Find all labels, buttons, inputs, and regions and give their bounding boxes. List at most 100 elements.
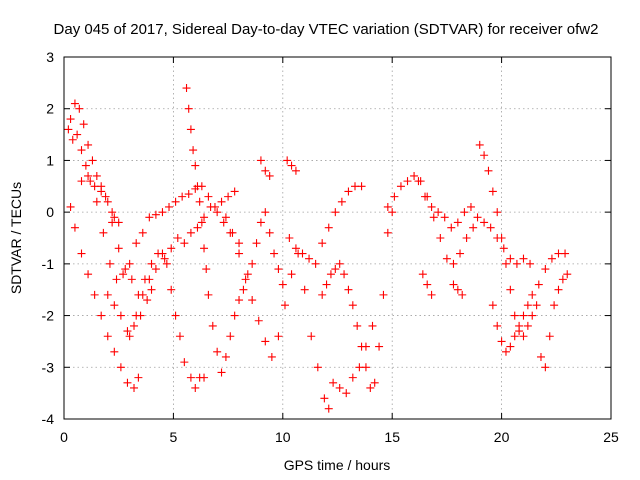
- data-point: [484, 166, 493, 175]
- data-point: [145, 213, 154, 222]
- data-point: [110, 213, 119, 222]
- data-point: [167, 285, 176, 294]
- data-point: [329, 378, 338, 387]
- data-point: [101, 192, 110, 201]
- data-point: [84, 270, 93, 279]
- data-point: [160, 254, 169, 263]
- x-tick-label: 15: [384, 429, 400, 445]
- data-point: [134, 373, 143, 382]
- data-point: [366, 383, 375, 392]
- data-point: [254, 316, 263, 325]
- data-point: [357, 182, 366, 191]
- data-point: [523, 301, 532, 310]
- data-point: [466, 202, 475, 211]
- data-point: [361, 342, 370, 351]
- data-point: [206, 202, 215, 211]
- data-point: [130, 383, 139, 392]
- x-tick-label: 20: [494, 429, 510, 445]
- data-point: [541, 265, 550, 274]
- series-sat-d: [77, 171, 123, 227]
- data-point: [151, 265, 160, 274]
- data-point: [112, 275, 121, 284]
- data-point: [186, 228, 195, 237]
- data-point: [110, 301, 119, 310]
- data-point: [256, 218, 265, 227]
- data-point: [278, 280, 287, 289]
- data-point: [497, 337, 506, 346]
- data-point: [204, 290, 213, 299]
- data-point: [239, 285, 248, 294]
- data-point: [313, 363, 322, 372]
- data-point: [526, 259, 535, 268]
- data-point: [379, 290, 388, 299]
- series-sat-j: [283, 156, 300, 175]
- data-point: [248, 259, 257, 268]
- data-point: [510, 332, 519, 341]
- series-sat-b: [66, 202, 143, 392]
- series-sat-s: [488, 249, 570, 356]
- y-tick-label: 0: [46, 204, 54, 220]
- data-point: [158, 249, 167, 258]
- data-point: [132, 239, 141, 248]
- data-point: [125, 259, 134, 268]
- data-point: [195, 197, 204, 206]
- data-point: [375, 342, 384, 351]
- data-point: [123, 327, 132, 336]
- data-point: [213, 347, 222, 356]
- data-point: [151, 210, 160, 219]
- data-point: [274, 332, 283, 341]
- data-point: [528, 290, 537, 299]
- data-point: [270, 249, 279, 258]
- data-point: [335, 383, 344, 392]
- data-point: [447, 223, 456, 232]
- data-point: [442, 254, 451, 263]
- data-point: [127, 275, 136, 284]
- data-point: [429, 213, 438, 222]
- data-point: [114, 218, 123, 227]
- series-sat-r: [475, 140, 541, 341]
- data-point: [326, 270, 335, 279]
- data-point: [221, 213, 230, 222]
- data-point: [434, 208, 443, 217]
- data-point: [138, 290, 147, 299]
- data-point: [116, 311, 125, 320]
- data-point: [184, 104, 193, 113]
- data-point: [287, 161, 296, 170]
- data-point: [70, 223, 79, 232]
- data-point: [66, 115, 75, 124]
- data-point: [197, 218, 206, 227]
- data-point: [523, 321, 532, 330]
- data-point: [97, 187, 106, 196]
- data-point: [414, 177, 423, 186]
- data-point: [473, 213, 482, 222]
- data-point: [390, 192, 399, 201]
- data-point: [274, 265, 283, 274]
- data-point: [110, 347, 119, 356]
- data-point: [355, 363, 364, 372]
- series-sat-c: [66, 99, 244, 299]
- data-point: [123, 378, 132, 387]
- data-point: [370, 378, 379, 387]
- data-point: [427, 202, 436, 211]
- data-point: [92, 197, 101, 206]
- data-point: [167, 244, 176, 253]
- data-point: [410, 171, 419, 180]
- series-sat-g: [182, 84, 287, 377]
- data-point: [103, 332, 112, 341]
- data-point: [77, 177, 86, 186]
- data-point: [348, 373, 357, 382]
- data-point: [541, 363, 550, 372]
- data-point: [64, 125, 73, 134]
- data-point: [200, 373, 209, 382]
- data-point: [230, 311, 239, 320]
- data-point: [291, 244, 300, 253]
- series-sat-p: [418, 270, 436, 299]
- data-point: [184, 190, 193, 199]
- data-point: [261, 166, 270, 175]
- data-point: [285, 234, 294, 242]
- data-point: [162, 259, 171, 268]
- data-point: [235, 239, 244, 248]
- y-tick-label: 2: [46, 101, 54, 117]
- data-point: [388, 208, 397, 217]
